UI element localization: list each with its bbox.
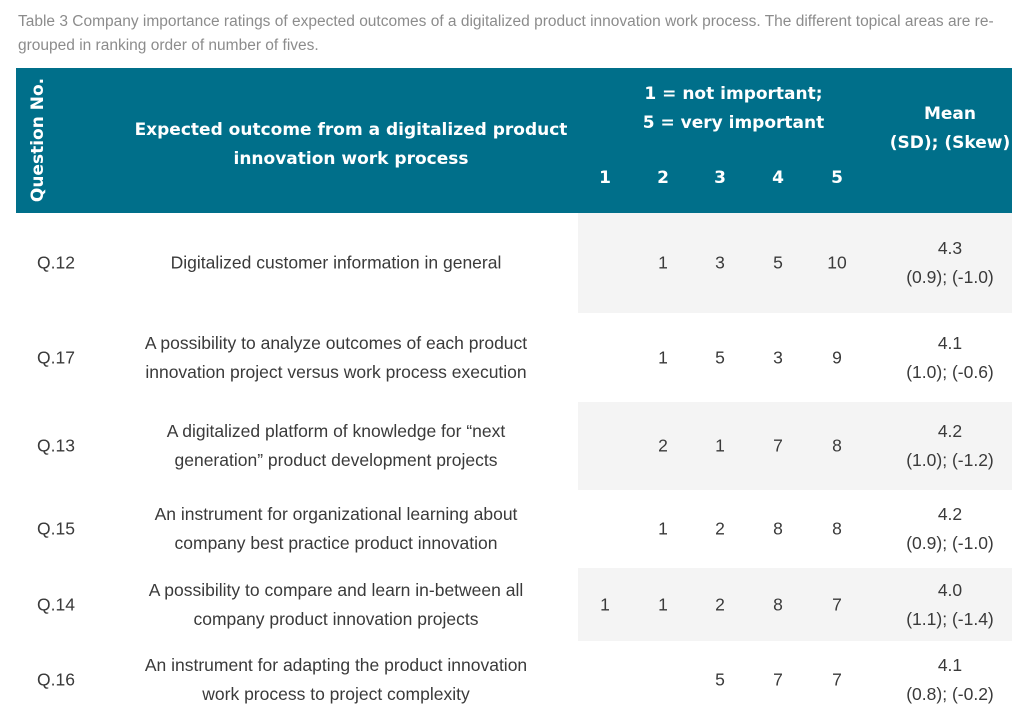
- rating-4-count: 7: [773, 669, 783, 690]
- rating-3-count: 3: [715, 252, 725, 273]
- rating-1-count: 1: [600, 594, 610, 614]
- sd-skew-value: (0.9); (-1.0): [906, 267, 994, 287]
- sd-skew-value: (0.9); (-1.0): [906, 533, 994, 553]
- sd-skew-value: (1.0); (-0.6): [906, 361, 994, 382]
- header-outcome-line2: innovation work process: [233, 149, 469, 169]
- table-row: Q.16 An instrument for adapting the prod…: [16, 641, 1012, 719]
- header-expected-outcome: Expected outcome from a digitalized prod…: [126, 116, 576, 174]
- outcome-line2: company product innovation projects: [193, 608, 479, 629]
- header-rating-2: 2: [657, 168, 669, 188]
- question-number: Q.12: [37, 252, 75, 273]
- outcome-text: An instrument for organizational learnin…: [126, 500, 546, 558]
- rating-4-count: 8: [773, 594, 783, 614]
- outcome-text: A possibility to analyze outcomes of eac…: [126, 329, 546, 387]
- rating-2-count: 1: [658, 518, 668, 539]
- rating-4-count: 3: [773, 347, 783, 367]
- mean-sd-skew: 4.1 (0.8); (-0.2): [888, 651, 1012, 709]
- outcome-line2: company best practice product innovation: [174, 533, 498, 553]
- header-rating-4: 4: [772, 168, 784, 188]
- table-row: Q.12 Digitalized customer information in…: [16, 213, 1012, 313]
- header-mean: Mean (SD); (Skew): [888, 100, 1012, 158]
- table-row: Q.14 A possibility to compare and learn …: [16, 568, 1012, 641]
- rating-2-count: 1: [658, 594, 668, 614]
- header-scale-line1: 1 = not important;: [644, 84, 823, 104]
- outcome-text: An instrument for adapting the product i…: [126, 651, 546, 709]
- header-mean-line2: (SD); (Skew): [889, 133, 1011, 153]
- header-rating-5: 5: [831, 168, 843, 188]
- rating-3-count: 5: [715, 347, 725, 367]
- mean-value: 4.2: [937, 421, 963, 441]
- header-outcome-line1: Expected outcome from a digitalized prod…: [134, 120, 568, 140]
- rating-5-count: 8: [832, 435, 842, 456]
- header-rating-1: 1: [599, 168, 611, 188]
- outcome-text: A possibility to compare and learn in-be…: [126, 576, 546, 634]
- table-row: Q.15 An instrument for organizational le…: [16, 490, 1012, 568]
- sd-skew-value: (1.1); (-1.4): [906, 608, 994, 629]
- outcome-line1: Digitalized customer information in gene…: [170, 252, 502, 273]
- mean-sd-skew: 4.1 (1.0); (-0.6): [888, 329, 1012, 387]
- outcome-line1: An instrument for adapting the product i…: [144, 655, 528, 675]
- question-number: Q.13: [37, 435, 75, 456]
- rating-4-count: 7: [773, 435, 783, 456]
- rating-2-count: 1: [658, 252, 668, 273]
- rating-4-count: 5: [773, 252, 783, 273]
- rating-5-count: 7: [832, 669, 842, 690]
- outcome-text: A digitalized platform of knowledge for …: [126, 417, 546, 475]
- header-scale-line2: 5 = very important: [642, 113, 825, 133]
- header-rating-scale: 1 = not important; 5 = very important: [606, 80, 861, 138]
- mean-value: 4.2: [937, 504, 963, 524]
- outcome-line1: A possibility to compare and learn in-be…: [148, 579, 524, 600]
- rating-5-count: 9: [832, 347, 842, 367]
- question-number: Q.16: [37, 669, 75, 690]
- mean-sd-skew: 4.2 (1.0); (-1.2): [888, 417, 1012, 475]
- table-row: Q.17 A possibility to analyze outcomes o…: [16, 313, 1012, 402]
- mean-sd-skew: 4.3 (0.9); (-1.0): [888, 234, 1012, 292]
- ratings-table: Question No. Expected outcome from a dig…: [16, 68, 1012, 704]
- table-header: Question No. Expected outcome from a dig…: [16, 68, 1012, 213]
- table-caption: Table 3 Company importance ratings of ex…: [18, 13, 994, 54]
- header-rating-3: 3: [714, 168, 726, 188]
- mean-value: 4.1: [937, 332, 963, 353]
- question-number: Q.15: [37, 518, 75, 539]
- sd-skew-value: (1.0); (-1.2): [906, 450, 994, 470]
- rating-2-count: 2: [658, 435, 668, 456]
- outcome-line1: A digitalized platform of knowledge for …: [166, 421, 506, 441]
- rating-4-count: 8: [773, 518, 783, 539]
- rating-5-count: 7: [832, 594, 842, 614]
- outcome-line2: work process to project complexity: [202, 684, 470, 704]
- header-question-no: Question No.: [28, 77, 48, 203]
- rating-3-count: 5: [715, 669, 725, 690]
- rating-3-count: 2: [715, 594, 725, 614]
- outcome-line1: A possibility to analyze outcomes of eac…: [144, 332, 528, 353]
- outcome-text: Digitalized customer information in gene…: [126, 249, 546, 278]
- rating-2-count: 1: [658, 347, 668, 367]
- mean-sd-skew: 4.0 (1.1); (-1.4): [888, 576, 1012, 634]
- sd-skew-value: (0.8); (-0.2): [906, 684, 994, 704]
- rating-5-count: 10: [827, 252, 847, 273]
- mean-value: 4.0: [937, 579, 963, 600]
- outcome-line2: innovation project versus work process e…: [145, 361, 527, 382]
- rating-5-count: 8: [832, 518, 842, 539]
- outcome-line1: An instrument for organizational learnin…: [154, 504, 518, 524]
- header-mean-line1: Mean: [923, 104, 977, 124]
- question-number: Q.17: [37, 347, 75, 367]
- outcome-line2: generation” product development projects: [174, 450, 498, 470]
- mean-value: 4.3: [937, 238, 963, 258]
- mean-value: 4.1: [937, 655, 963, 675]
- mean-sd-skew: 4.2 (0.9); (-1.0): [888, 500, 1012, 558]
- question-number: Q.14: [37, 594, 75, 614]
- rating-3-count: 2: [715, 518, 725, 539]
- rating-3-count: 1: [715, 435, 725, 456]
- table-row: Q.13 A digitalized platform of knowledge…: [16, 402, 1012, 490]
